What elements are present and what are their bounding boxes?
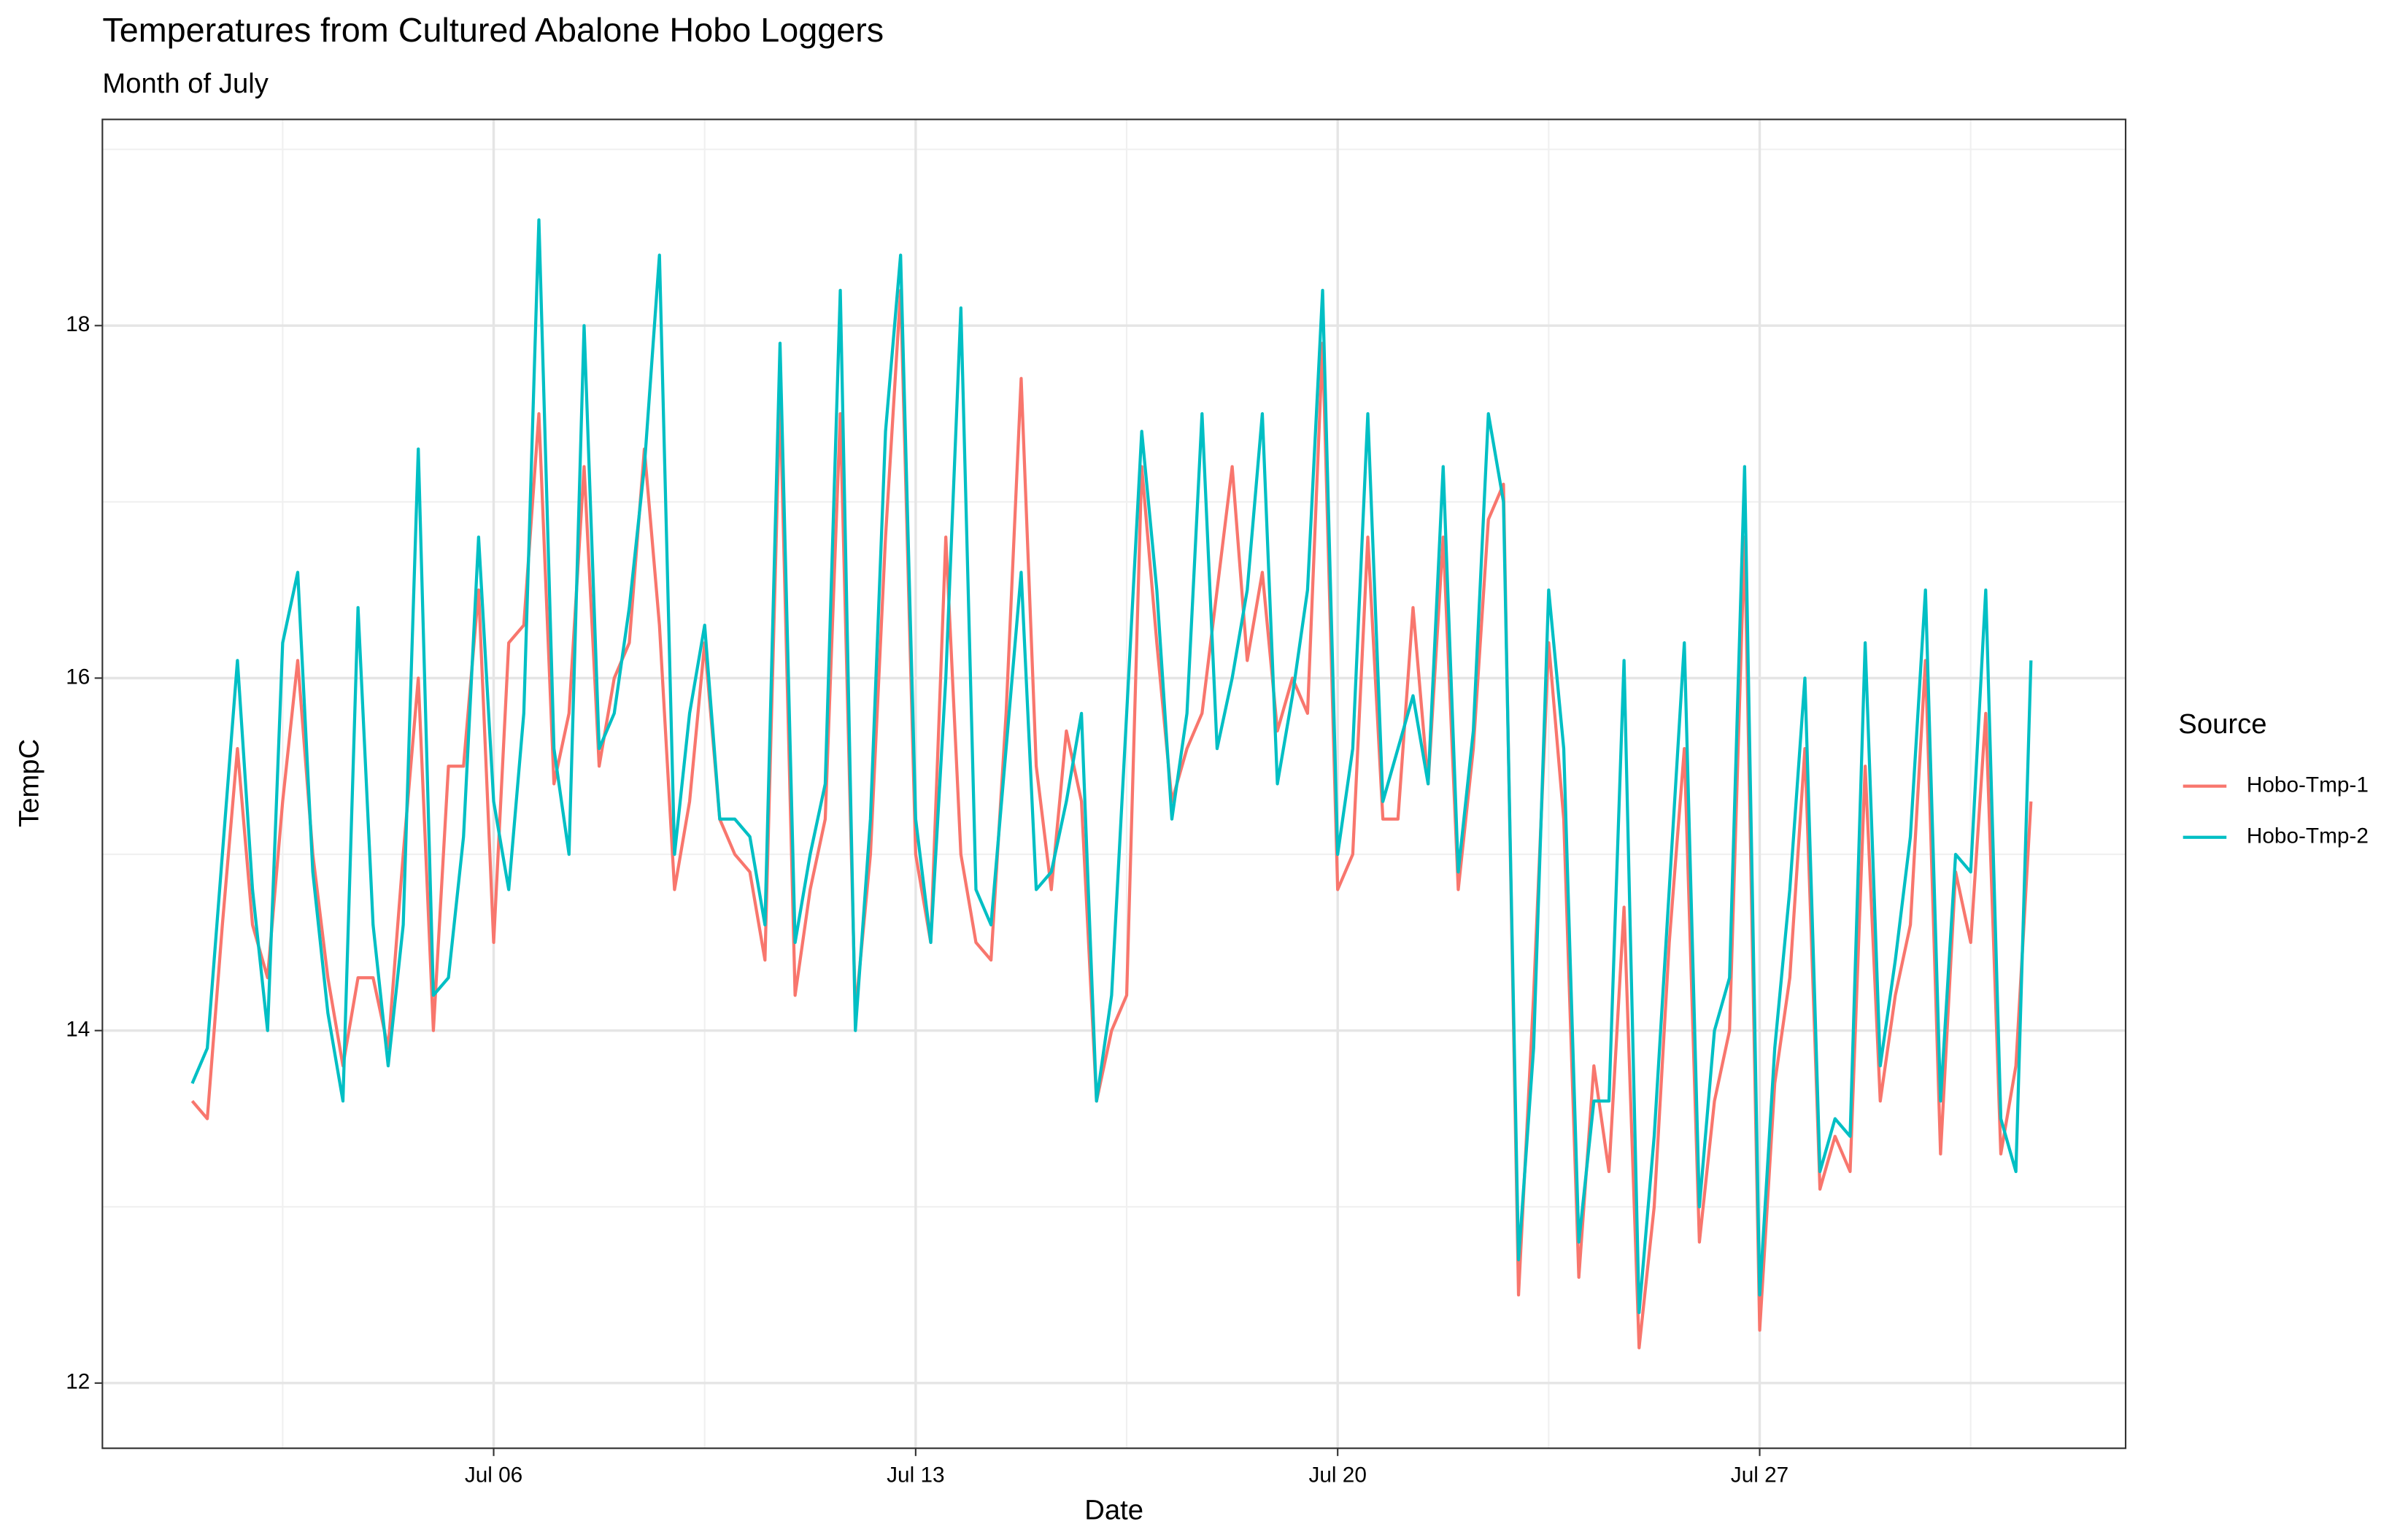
legend-label: Hobo-Tmp-1 xyxy=(2247,773,2369,797)
y-tick-label: 16 xyxy=(66,665,90,689)
y-axis-label: TempC xyxy=(14,739,45,827)
y-tick-label: 14 xyxy=(66,1018,90,1042)
y-tick-label: 12 xyxy=(66,1370,90,1394)
plot-border xyxy=(101,118,2127,1450)
legend-title: Source xyxy=(2178,708,2266,740)
x-tick-label: Jul 06 xyxy=(465,1463,522,1487)
x-tick-label: Jul 20 xyxy=(1308,1463,1366,1487)
legend-label: Hobo-Tmp-2 xyxy=(2247,824,2369,848)
x-tick-label: Jul 27 xyxy=(1731,1463,1788,1487)
data-line xyxy=(190,288,2033,1350)
chart-title: Temperatures from Cultured Abalone Hobo … xyxy=(102,11,884,49)
x-axis-label: Date xyxy=(1084,1494,1143,1525)
x-tick-label: Jul 13 xyxy=(887,1463,944,1487)
data-line xyxy=(190,218,2033,1315)
y-tick-label: 18 xyxy=(66,312,90,336)
chart-subtitle: Month of July xyxy=(102,68,269,99)
